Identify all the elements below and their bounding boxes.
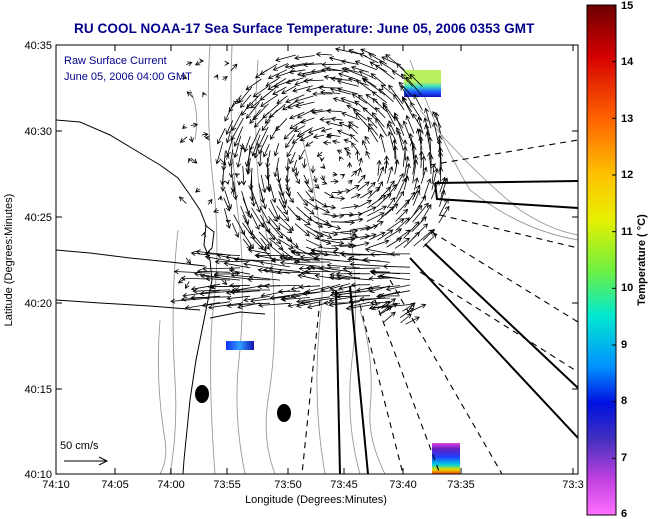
x-tick-label: 73:55 (213, 479, 241, 491)
colorbar-tick-label: 15 (621, 0, 633, 12)
map-title: RU COOL NOAA-17 Sea Surface Temperature:… (74, 21, 535, 36)
surface-current-vectors (170, 47, 450, 325)
sst-patch-south (432, 443, 460, 474)
colorbar-tick-label: 13 (621, 113, 633, 125)
colorbar-tick-label: 8 (621, 395, 627, 407)
colorbar (586, 4, 617, 516)
y-tick-label: 40:25 (24, 212, 52, 224)
bay-features (195, 385, 291, 422)
x-tick-label: 73:50 (274, 479, 302, 491)
x-tick-label: 73:3 (562, 479, 583, 491)
scale-arrow (64, 456, 109, 466)
x-tick-label: 74:05 (101, 479, 129, 491)
y-tick-label: 40:30 (24, 126, 52, 138)
legend-title: Raw Surface Current (64, 55, 167, 67)
y-tick-label: 40:35 (24, 40, 52, 52)
x-tick-label: 74:00 (157, 479, 185, 491)
x-tick-label: 74:10 (42, 479, 70, 491)
legend-timestamp: June 05, 2006 04:00 GMT (64, 71, 192, 83)
y-tick-label: 40:20 (24, 298, 52, 310)
x-tick-label: 73:35 (447, 479, 475, 491)
colorbar-tick-labels: 15 14 13 12 11 10 9 8 7 6 (621, 0, 634, 519)
colorbar-tick-label: 7 (621, 452, 627, 464)
y-tick-label: 40:10 (24, 469, 52, 481)
colorbar-tick-label: 14 (621, 56, 634, 68)
colorbar-tick-label: 9 (621, 339, 627, 351)
x-axis-label: Longitude (Degrees:Minutes) (245, 494, 387, 506)
coverage-lines (335, 180, 578, 474)
colorbar-tick-label: 12 (621, 169, 633, 181)
colorbar-label: Temperature ( °C) (636, 214, 648, 306)
sst-patch-west (226, 341, 254, 350)
y-tick-labels: 40:35 40:30 40:25 40:20 40:15 40:10 (24, 40, 52, 481)
colorbar-tick-label: 6 (621, 508, 627, 519)
x-tick-labels: 74:10 74:05 74:00 73:55 73:50 73:45 73:4… (42, 479, 583, 491)
y-axis-label: Latitude (Degrees:Minutes) (3, 194, 15, 327)
colorbar-tick-label: 10 (621, 282, 633, 294)
coverage-dashed-lines (301, 139, 578, 474)
scale-label: 50 cm/s (60, 440, 99, 452)
y-tick-label: 40:15 (24, 384, 52, 396)
plot-border (55, 44, 579, 475)
colorbar-tick-label: 11 (621, 226, 633, 238)
x-tick-label: 73:45 (330, 479, 358, 491)
coastline (56, 119, 266, 474)
x-tick-label: 73:40 (389, 479, 417, 491)
